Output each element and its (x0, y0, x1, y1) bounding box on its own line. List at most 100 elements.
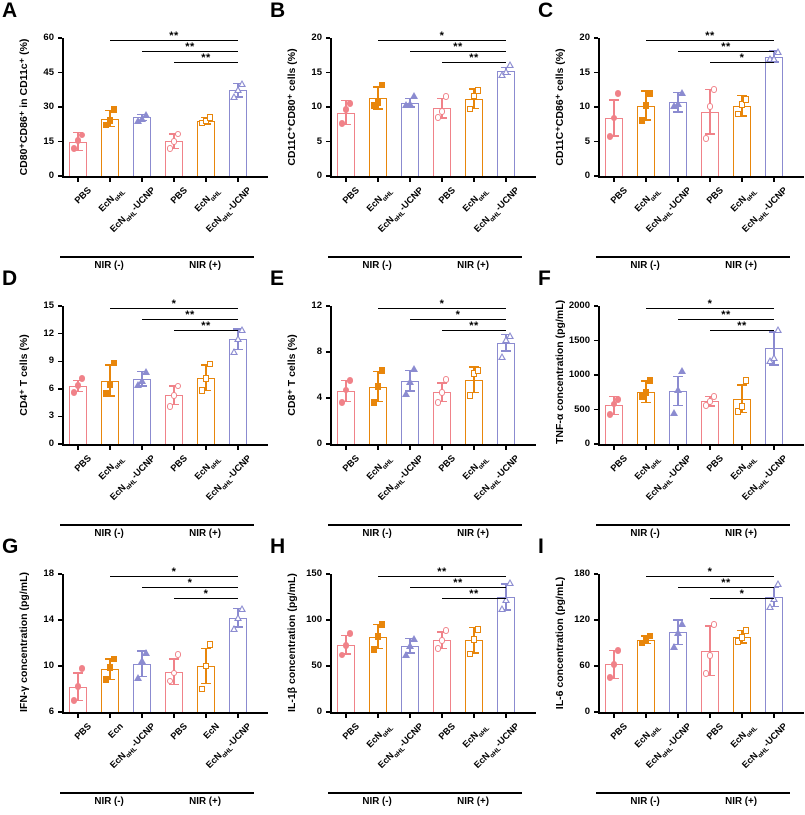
data-point (770, 54, 778, 62)
panel-letter-A: A (2, 0, 18, 22)
data-point (406, 642, 414, 650)
data-point (141, 648, 150, 656)
x-tick (377, 177, 379, 182)
bar-B-3 (401, 102, 419, 176)
data-point (466, 650, 474, 658)
y-tick (594, 106, 598, 108)
x-tick (141, 445, 143, 450)
y-tick (326, 351, 330, 353)
y-axis-line (62, 574, 64, 712)
x-axis-line (598, 444, 804, 446)
y-tick-label: 2000 (568, 300, 590, 311)
data-point (409, 364, 418, 372)
data-point (505, 332, 514, 340)
data-point (638, 392, 646, 400)
y-tick (594, 374, 598, 376)
x-tick (613, 713, 615, 718)
data-point (773, 325, 782, 333)
data-point (206, 640, 214, 648)
data-point (110, 359, 118, 367)
x-tick (77, 445, 79, 450)
significance-line-2 (410, 319, 506, 321)
x-tick (205, 713, 207, 718)
y-tick-label: 8 (316, 346, 322, 357)
bar-D-3 (133, 378, 151, 444)
error-bar-cap (769, 364, 779, 366)
error-bar-cap (341, 100, 351, 102)
bar-A-6 (229, 90, 247, 176)
y-tick-label: 0 (316, 170, 322, 181)
data-point (166, 145, 174, 153)
data-point (206, 360, 214, 368)
data-point (474, 625, 482, 633)
data-point (606, 674, 614, 681)
error-bar-cap (437, 647, 447, 650)
y-axis-line (598, 574, 600, 712)
significance-line-2 (678, 319, 774, 321)
significance-line-1 (646, 308, 774, 310)
group-underline-1 (328, 256, 427, 258)
significance-marker-2: ** (453, 577, 463, 589)
significance-line-1 (378, 40, 506, 42)
data-point-inner (507, 63, 512, 68)
error-bar-cap (105, 658, 115, 660)
y-axis-line (330, 306, 332, 444)
data-point (141, 367, 150, 375)
data-point (614, 396, 622, 404)
y-tick (594, 175, 598, 177)
data-point (338, 399, 346, 406)
x-tick (677, 445, 679, 450)
chart-panel-C: C CD11C⁺CD86⁺ cells (%) 0 5 10 15 20 PBS EcNαHL E… (536, 0, 804, 271)
data-point (706, 102, 714, 110)
error-bar (773, 331, 775, 365)
y-axis-label-E: CD8⁺ T cells (%) (286, 334, 298, 416)
group-label-1: NIR (-) (94, 528, 124, 539)
significance-marker-2: ** (721, 309, 731, 321)
data-point (670, 408, 679, 416)
data-point-inner (767, 359, 772, 363)
y-tick (594, 37, 598, 39)
data-point (642, 389, 650, 396)
error-bar (741, 385, 743, 413)
x-axis-line (330, 444, 536, 446)
data-point-inner (499, 355, 504, 360)
error-bar-cap (705, 674, 715, 676)
data-point (674, 628, 682, 636)
data-point-inner (771, 56, 776, 61)
data-point (677, 367, 686, 375)
x-tick (77, 713, 79, 718)
significance-line-1 (110, 40, 238, 42)
data-point (470, 635, 478, 643)
data-point (466, 105, 474, 113)
data-point (402, 389, 411, 397)
data-point (438, 388, 446, 396)
error-bar-cap (105, 679, 115, 681)
significance-marker-2: ** (453, 41, 463, 53)
data-point (470, 370, 478, 378)
y-tick-label: 5 (316, 135, 322, 147)
data-point (78, 664, 86, 672)
group-underline-2 (692, 792, 791, 794)
y-tick (58, 443, 62, 445)
data-point (434, 113, 442, 121)
data-point-inner (507, 334, 512, 339)
error-bar-cap (609, 395, 619, 398)
data-point (166, 402, 174, 410)
error-bar-cap (169, 403, 179, 406)
data-point (409, 634, 418, 642)
x-tick (709, 713, 711, 718)
bar-B-6 (497, 71, 515, 176)
significance-marker-1: * (171, 298, 177, 310)
error-bar-cap (437, 400, 447, 403)
significance-line-2 (410, 587, 506, 589)
error-bar-cap (641, 90, 651, 92)
group-label-2: NIR (+) (189, 528, 222, 539)
data-point (70, 389, 78, 396)
significance-marker-3: ** (469, 320, 479, 332)
group-label-2: NIR (+) (457, 796, 490, 807)
data-point (606, 410, 614, 418)
significance-marker-1: * (439, 298, 445, 310)
data-point (174, 382, 182, 390)
group-underline-2 (692, 256, 791, 258)
y-axis-line (62, 306, 64, 444)
